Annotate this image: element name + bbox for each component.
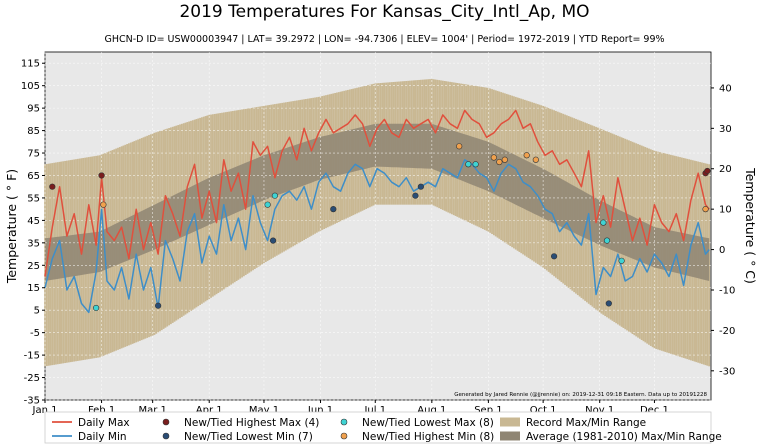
x-tick-label: Nov 1 (585, 405, 614, 416)
lowest-max-marker (603, 237, 611, 244)
y-tick-label: 15 (27, 283, 40, 294)
highest-max-marker (704, 167, 711, 175)
chart-title: 2019 Temperatures For Kansas_City_Intl_A… (179, 2, 590, 22)
y-tick-label: -25 (24, 373, 40, 384)
y2-tick-label: 10 (719, 205, 732, 216)
lowest-max-marker (271, 192, 279, 199)
x-tick-label: Dec 1 (640, 405, 669, 416)
highest-max-marker (49, 183, 56, 190)
legend-dot-swatch (340, 432, 348, 440)
legend-box (44, 411, 712, 444)
highest-max-marker (98, 172, 105, 179)
lowest-min-marker (605, 300, 612, 307)
x-tick-label: Apr 1 (196, 405, 223, 416)
highest-min-marker (702, 206, 709, 213)
lowest-min-marker (417, 183, 424, 190)
chart-subtitle: GHCN-D ID= USW00003947 | LAT= 39.2972 | … (104, 34, 665, 45)
x-tick-label: Oct 1 (530, 405, 557, 416)
y2-tick-label: 30 (719, 124, 732, 135)
y2-axis-label: Temperature ( ° C) (743, 167, 758, 284)
lowest-max-marker (618, 257, 625, 264)
lowest-max-marker (264, 201, 271, 208)
highest-min-marker (490, 154, 497, 161)
x-tick-label: Sep 1 (474, 405, 502, 416)
legend: Daily Max New/Tied Highest Max (4) New/Tie… (52, 417, 722, 443)
legend-patch-swatch (500, 431, 520, 441)
y-tick-label: 85 (27, 126, 40, 137)
legend-label: New/Tied Highest Max (4) (184, 417, 319, 429)
highest-min-marker (523, 152, 530, 159)
y2-tick-label: 0 (719, 245, 725, 256)
y-tick-label: -15 (24, 351, 40, 362)
legend-label: New/Tied Highest Min (8) (362, 431, 494, 443)
highest-min-marker (456, 143, 463, 150)
y-tick-label: 45 (27, 216, 40, 227)
highest-min-marker (501, 156, 508, 163)
y-tick-label: -35 (24, 396, 40, 407)
lowest-min-marker (155, 302, 162, 309)
normal-range-band (45, 123, 710, 281)
legend-label: Average (1981-2010) Max/Min Range (526, 431, 722, 443)
y-tick-label: 65 (27, 171, 40, 182)
y-tick-label: 115 (21, 59, 40, 70)
legend-label: Daily Min (78, 431, 127, 443)
x-tick-label: Aug 1 (417, 405, 446, 416)
legend-label: Daily Max (78, 417, 130, 429)
x-tick-label: May 1 (249, 405, 279, 416)
x-tick-label: Feb 1 (88, 405, 115, 416)
x-tick-label: Jul 1 (363, 405, 386, 416)
legend-dot-swatch (162, 418, 170, 426)
y2-tick-label: -20 (719, 326, 735, 337)
y-tick-label: 105 (21, 81, 40, 92)
y-tick-label: 75 (27, 149, 40, 160)
y-axis-label: Temperature ( ° F) (4, 169, 19, 284)
lowest-min-marker (412, 192, 419, 199)
y2-tick-label: 40 (719, 83, 732, 94)
legend-label: New/Tied Lowest Max (8) (362, 417, 494, 429)
lowest-max-marker (92, 304, 100, 312)
y-tick-label: 35 (27, 238, 40, 249)
y-tick-label: -5 (30, 328, 40, 339)
y-tick-label: 25 (27, 261, 40, 272)
lowest-min-marker (330, 206, 337, 213)
lowest-max-marker (600, 219, 607, 226)
y2-tick-label: -10 (719, 285, 735, 296)
legend-dot-swatch (340, 418, 348, 426)
y-tick-label: 95 (27, 104, 40, 115)
y2-tick-label: -30 (719, 366, 735, 377)
y-tick-label: 55 (27, 193, 40, 204)
lowest-max-marker (465, 161, 472, 168)
y2-tick-label: 20 (719, 164, 732, 175)
attribution: Generated by Jared Rennie (@jjrennie) on… (454, 392, 707, 398)
highest-min-marker (496, 158, 503, 166)
lowest-min-marker (550, 253, 558, 260)
lowest-min-marker (269, 237, 277, 244)
highest-min-marker (532, 156, 539, 163)
highest-min-marker (100, 201, 107, 208)
y-tick-label: 5 (34, 306, 40, 317)
legend-label: Record Max/Min Range (526, 417, 646, 429)
legend-patch-swatch (500, 417, 520, 427)
legend-dot-swatch (162, 432, 170, 440)
x-tick-label: Jan 1 (32, 405, 58, 416)
lowest-max-marker (472, 161, 479, 168)
x-tick-label: Jun 1 (307, 405, 333, 416)
legend-label: New/Tied Lowest Min (7) (184, 431, 313, 443)
x-tick-label: Mar 1 (138, 405, 166, 416)
daily-max-line (44, 109, 710, 277)
daily-min-line (44, 159, 710, 314)
